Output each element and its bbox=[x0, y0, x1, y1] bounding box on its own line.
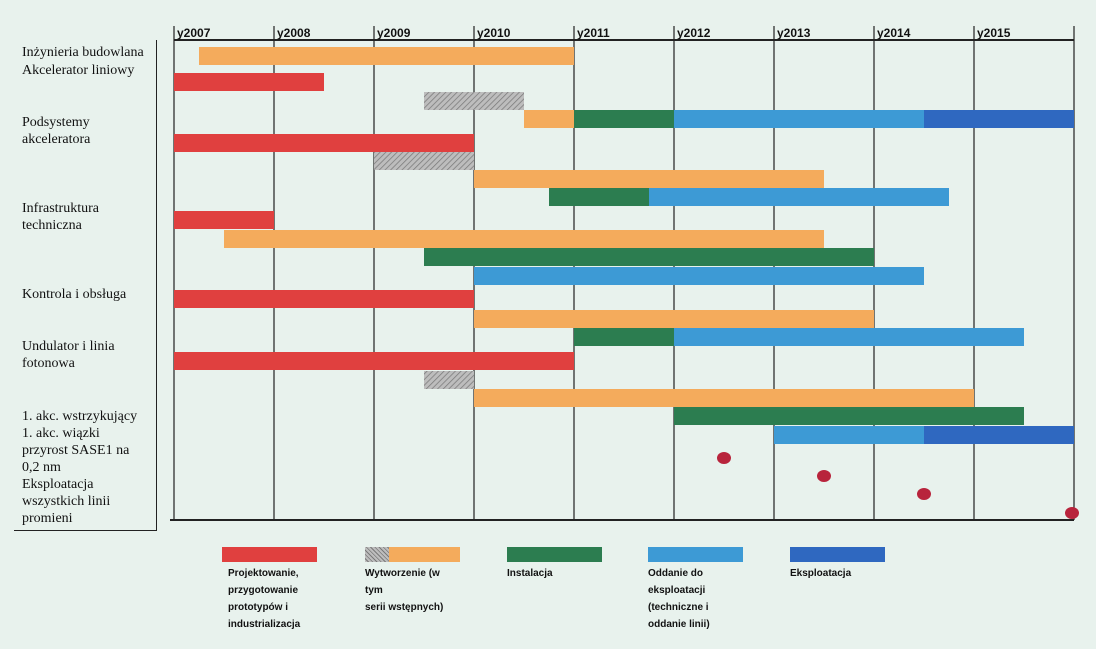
bar-prefab bbox=[374, 152, 474, 170]
row-label: Podsystemy akceleratora bbox=[22, 115, 91, 147]
bar-design bbox=[174, 352, 574, 370]
year-tick-label: y2014 bbox=[877, 26, 911, 40]
bar-operate bbox=[924, 110, 1074, 128]
row-label: Kontrola i obsługa bbox=[22, 287, 127, 302]
row-label: Infrastruktura techniczna bbox=[22, 201, 99, 233]
legend-item-install: Instalacja bbox=[507, 547, 602, 579]
bar-manufacture bbox=[224, 230, 824, 248]
legend-swatch bbox=[648, 547, 743, 562]
legend-label: Wytworzenie (w tym serii wstępnych) bbox=[365, 568, 444, 613]
legend-swatch bbox=[790, 547, 885, 562]
bar-commission bbox=[674, 328, 1024, 346]
bar-design bbox=[174, 211, 274, 229]
milestone-marker bbox=[1065, 507, 1079, 519]
bar-install bbox=[674, 407, 1024, 425]
bar-commission bbox=[474, 267, 924, 285]
bar-manufacture bbox=[199, 47, 574, 65]
year-tick-label: y2015 bbox=[977, 26, 1011, 40]
bar-prefab bbox=[424, 92, 524, 110]
year-tick-label: y2010 bbox=[477, 26, 511, 40]
bar-design bbox=[174, 73, 324, 91]
legend-item-manufacture: Wytworzenie (w tym serii wstępnych) bbox=[365, 547, 460, 613]
bar-commission bbox=[674, 110, 924, 128]
bar-commission bbox=[649, 188, 949, 206]
row-label: Undulator i linia fotonowa bbox=[22, 339, 115, 371]
bar-manufacture bbox=[474, 310, 874, 328]
bar-operate bbox=[924, 426, 1074, 444]
bar-prefab bbox=[424, 371, 474, 389]
bar-manufacture bbox=[474, 389, 974, 407]
bar-design bbox=[174, 290, 474, 308]
bar-install bbox=[424, 248, 874, 266]
legend-label: Projektowanie, przygotowanie prototypów … bbox=[228, 568, 301, 630]
legend-swatch bbox=[222, 547, 317, 562]
year-tick-label: y2012 bbox=[677, 26, 711, 40]
legend-label: Oddanie do eksploatacji (techniczne i od… bbox=[648, 568, 710, 630]
year-tick-label: y2009 bbox=[377, 26, 411, 40]
legend-swatch bbox=[365, 547, 460, 562]
legend-swatch bbox=[507, 547, 602, 562]
milestone-marker bbox=[717, 452, 731, 464]
year-tick-label: y2007 bbox=[177, 26, 211, 40]
legend-label: Instalacja bbox=[507, 568, 553, 579]
row-label: 1. akc. wstrzykujący 1. akc. wiązki przy… bbox=[22, 409, 138, 526]
legend-label: Eksploatacja bbox=[790, 568, 852, 579]
bar-manufacture bbox=[474, 170, 824, 188]
milestone-marker bbox=[817, 470, 831, 482]
legend-item-design: Projektowanie, przygotowanie prototypów … bbox=[222, 547, 317, 630]
legend-item-commission: Oddanie do eksploatacji (techniczne i od… bbox=[648, 547, 743, 630]
row-label: Inżynieria budowlana bbox=[22, 45, 144, 60]
year-tick-label: y2013 bbox=[777, 26, 811, 40]
year-tick-label: y2008 bbox=[277, 26, 311, 40]
bar-design bbox=[174, 134, 474, 152]
legend-item-operate: Eksploatacja bbox=[790, 547, 885, 579]
milestone-marker bbox=[917, 488, 931, 500]
row-label-column bbox=[14, 40, 157, 531]
year-tick-label: y2011 bbox=[577, 26, 610, 40]
row-label: Akcelerator liniowy bbox=[22, 63, 135, 78]
